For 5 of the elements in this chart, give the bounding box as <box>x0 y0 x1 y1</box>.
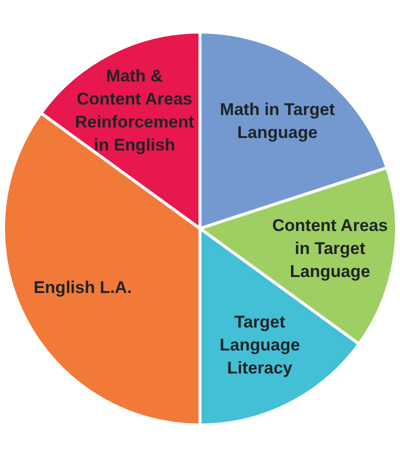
slice-label: Target Language Literacy <box>220 312 300 378</box>
slice-label: Math & Content Areas Reinforcement in English <box>74 66 194 154</box>
slice-label: Math in Target Language <box>220 100 336 142</box>
slice-label: English L.A. <box>34 278 132 297</box>
slice-label: Content Areas in Target Language <box>272 216 388 281</box>
